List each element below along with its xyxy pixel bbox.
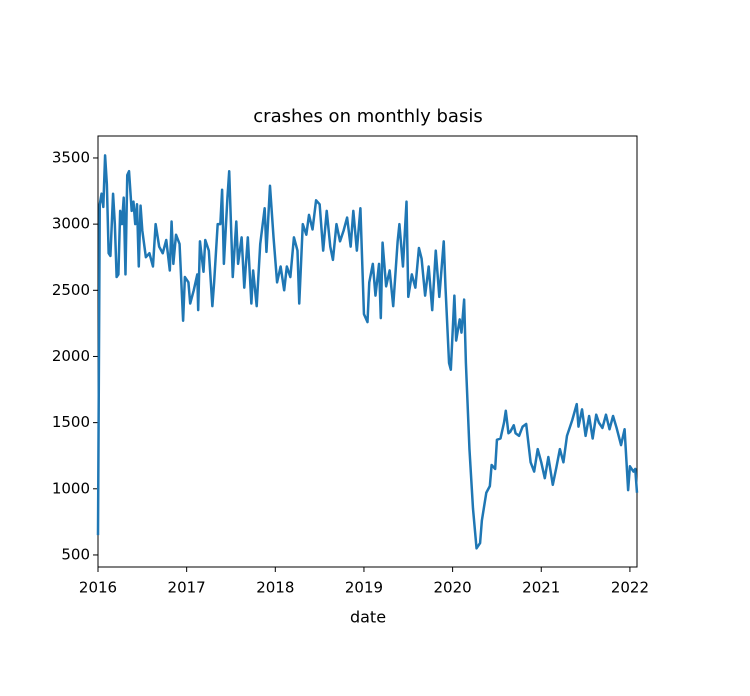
y-tick-label: 1500 [52, 413, 90, 431]
x-tick-label: 2021 [522, 579, 560, 597]
y-tick-label: 2000 [52, 347, 90, 365]
y-tick-label: 1000 [52, 479, 90, 497]
chart-title: crashes on monthly basis [253, 106, 482, 127]
x-tick-label: 2019 [345, 579, 383, 597]
x-axis-label: date [350, 608, 386, 627]
y-tick-label: 500 [61, 545, 90, 563]
x-tick-label: 2016 [79, 579, 117, 597]
y-tick-label: 2500 [52, 281, 90, 299]
y-tick-label: 3000 [52, 215, 90, 233]
y-tick-label: 3500 [52, 148, 90, 166]
x-tick-label: 2020 [434, 579, 472, 597]
x-tick-label: 2017 [168, 579, 206, 597]
x-tick-label: 2018 [256, 579, 294, 597]
data-line [96, 154, 639, 550]
x-tick-label: 2022 [611, 579, 649, 597]
